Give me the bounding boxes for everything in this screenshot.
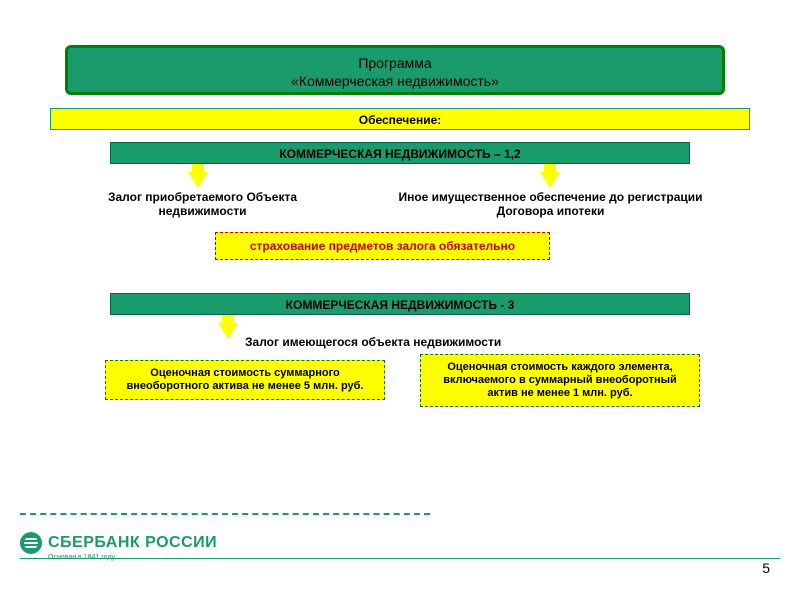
program-title-line2: «Коммерческая недвижимость»: [68, 72, 722, 90]
section2-right-box: Оценочная стоимость каждого элемента, вк…: [420, 354, 700, 407]
arrow-stem: [544, 164, 556, 172]
section2-center-label: Залог имеющегося объекта недвижимости: [245, 335, 565, 349]
section1-title: КОММЕРЧЕСКАЯ НЕДВИЖИМОСТЬ – 1,2: [110, 142, 690, 164]
program-header: Программа «Коммерческая недвижимость»: [65, 45, 725, 95]
arrow-stem: [222, 315, 234, 323]
section1-right-label: Иное имущественное обеспечение до регист…: [378, 190, 723, 218]
section2-left-box: Оценочная стоимость суммарного внеоборот…: [105, 360, 385, 400]
section2-title: КОММЕРЧЕСКАЯ НЕДВИЖИМОСТЬ - 3: [110, 293, 690, 315]
brand-logo: СБЕРБАНК РОССИИ: [20, 532, 217, 554]
arrow-down-icon: [218, 323, 238, 339]
page-number: 5: [762, 560, 770, 576]
footer-rule: [20, 558, 780, 559]
arrow-down-icon: [540, 172, 560, 188]
logo-icon: [20, 532, 42, 554]
footer-dashed-line: [20, 513, 430, 515]
arrow-stem: [192, 164, 204, 172]
section1-left-label: Залог приобретаемого Объекта недвижимост…: [75, 190, 330, 218]
brand-name: СБЕРБАНК РОССИИ: [48, 534, 217, 552]
sub-header: Обеспечение:: [50, 108, 750, 130]
arrow-down-icon: [188, 172, 208, 188]
program-title-line1: Программа: [68, 54, 722, 72]
insurance-note: страхование предметов залога обязательно: [215, 232, 550, 260]
